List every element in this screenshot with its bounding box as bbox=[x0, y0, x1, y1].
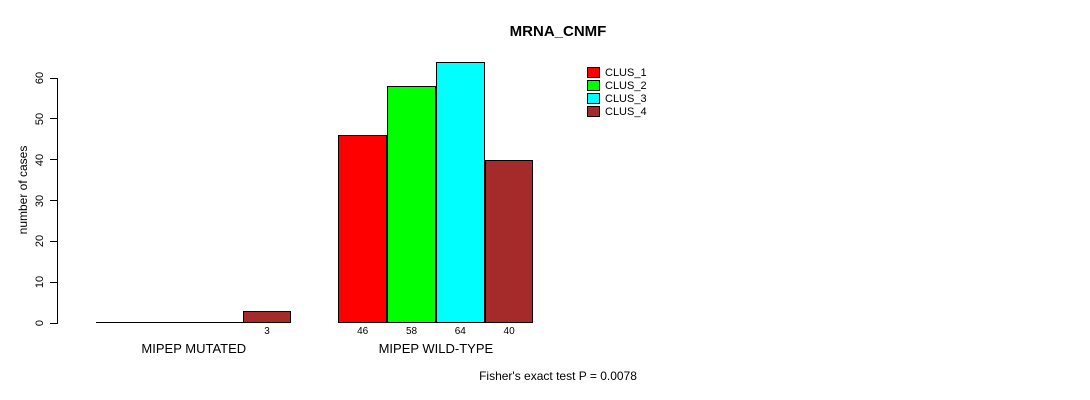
bar-clus_4 bbox=[242, 310, 292, 323]
y-axis-line bbox=[57, 78, 58, 324]
legend-label-clus_4: CLUS_4 bbox=[605, 106, 647, 118]
y-tick-label: 20 bbox=[34, 235, 46, 248]
zero-height-bar-clus_1 bbox=[96, 322, 145, 323]
y-tick-label: 60 bbox=[34, 71, 46, 85]
y-tick-label: 40 bbox=[34, 153, 46, 166]
y-tick-label: 10 bbox=[34, 276, 46, 289]
y-tick-mark bbox=[50, 322, 57, 324]
legend-label-clus_1: CLUS_1 bbox=[605, 67, 647, 79]
legend-swatch-clus_4 bbox=[587, 106, 600, 117]
bar-value-label: 40 bbox=[503, 326, 515, 337]
legend-label-clus_2: CLUS_2 bbox=[605, 80, 647, 92]
y-tick-mark bbox=[50, 77, 57, 79]
zero-height-bar-clus_2 bbox=[145, 322, 194, 323]
y-tick-mark bbox=[50, 118, 57, 120]
y-tick-mark bbox=[50, 281, 57, 283]
bar-value-label: 46 bbox=[357, 326, 369, 337]
chart-title: MRNA_CNMF bbox=[509, 23, 607, 40]
bar-clus_1 bbox=[338, 135, 388, 323]
category-label: MIPEP MUTATED bbox=[141, 341, 247, 356]
bar-value-label: 3 bbox=[264, 326, 270, 337]
bar-value-label: 58 bbox=[405, 326, 418, 337]
bar-clus_2 bbox=[387, 86, 436, 323]
legend-swatch-clus_2 bbox=[587, 80, 600, 91]
bar-clus_3 bbox=[435, 61, 485, 323]
y-tick-label: 50 bbox=[34, 112, 46, 125]
category-label: MIPEP WILD-TYPE bbox=[378, 341, 494, 356]
y-tick-label: 30 bbox=[34, 194, 46, 207]
legend-swatch-clus_3 bbox=[587, 93, 600, 104]
legend-swatch-clus_1 bbox=[587, 67, 600, 78]
bar-clus_4 bbox=[484, 159, 534, 323]
y-axis-label: number of cases bbox=[16, 145, 30, 235]
y-tick-mark bbox=[50, 159, 57, 161]
zero-height-bar-clus_3 bbox=[193, 322, 243, 323]
bar-value-label: 64 bbox=[454, 326, 466, 337]
legend-label-clus_3: CLUS_3 bbox=[605, 93, 647, 105]
annotation-text: Fisher's exact test P = 0.0078 bbox=[479, 369, 637, 383]
y-tick-label: 0 bbox=[34, 319, 46, 327]
y-tick-mark bbox=[50, 240, 57, 242]
y-tick-mark bbox=[50, 200, 57, 201]
